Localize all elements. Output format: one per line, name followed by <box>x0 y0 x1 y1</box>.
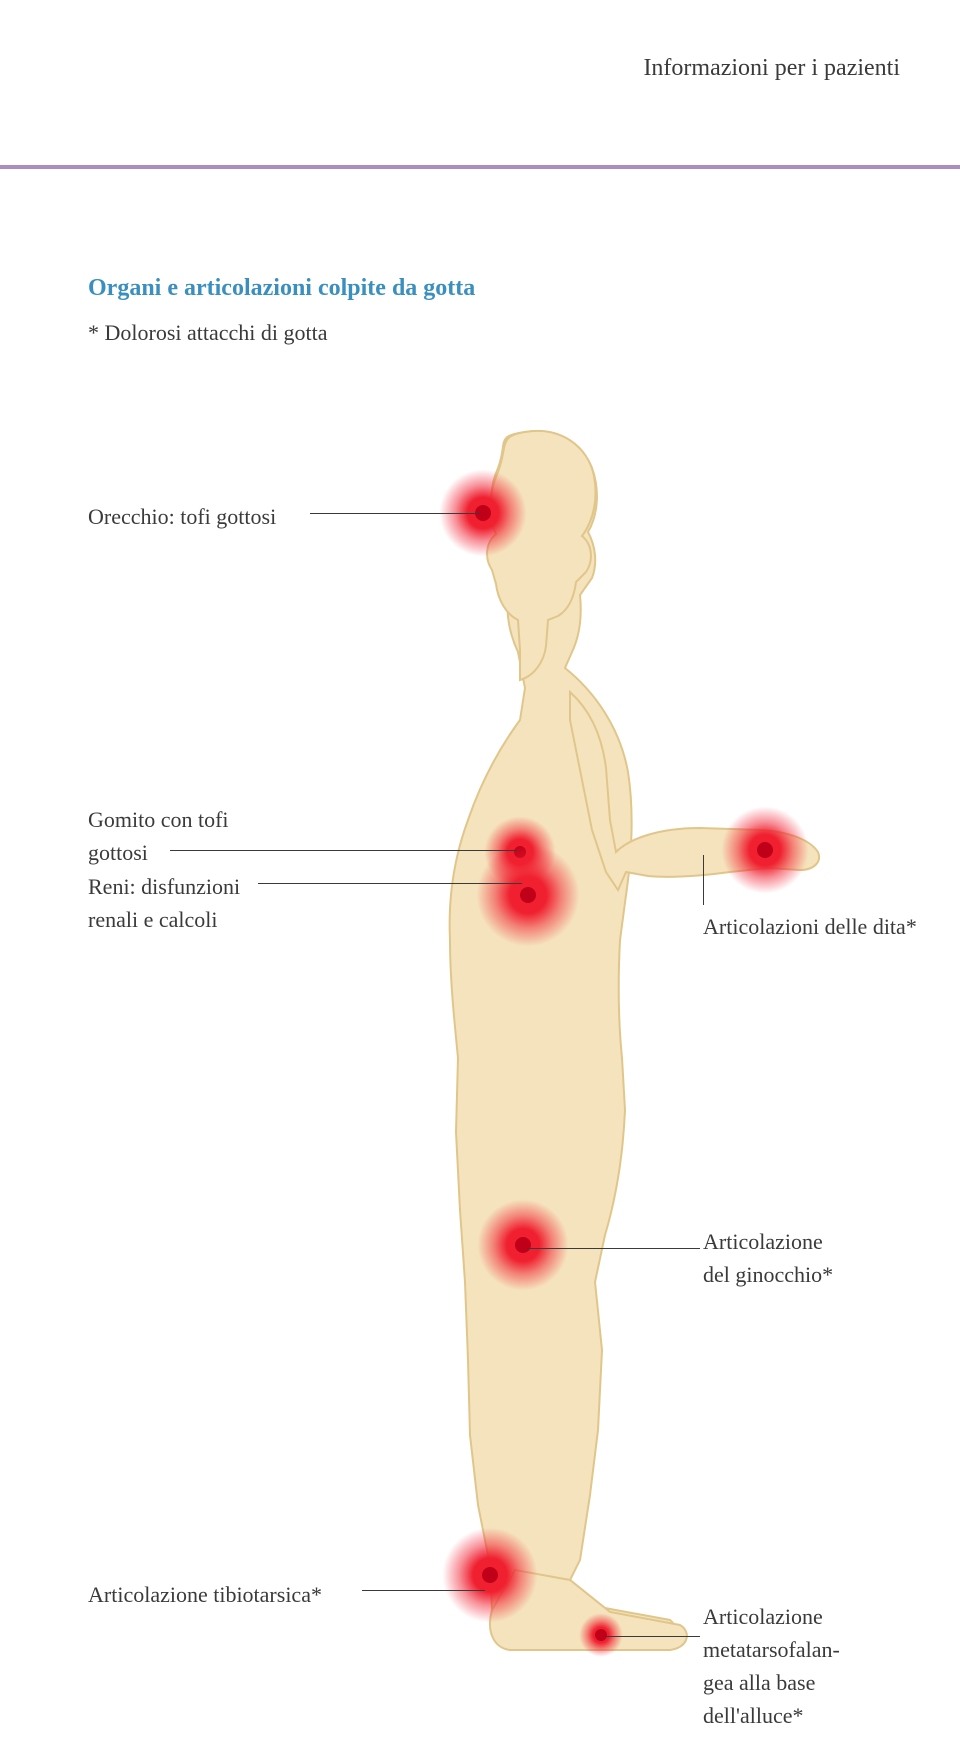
leader-knee <box>527 1248 700 1249</box>
page-container: Informazioni per i pazienti Organi e art… <box>0 0 960 1753</box>
label-kidney: Reni: disfunzioni renali e calcoli <box>88 870 240 936</box>
human-body-figure <box>370 420 890 1680</box>
diagram-subtitle: * Dolorosi attacchi di gotta <box>88 320 328 346</box>
leader-elbow <box>170 850 517 851</box>
label-knee: Articolazione del ginocchio* <box>703 1225 833 1291</box>
label-hand: Articolazioni delle dita* <box>703 910 917 943</box>
diagram-title: Organi e articolazioni colpite da gotta <box>88 275 475 302</box>
label-toe: Articolazione metatarsofalan- gea alla b… <box>703 1600 840 1732</box>
leader-ankle <box>362 1590 485 1591</box>
label-elbow: Gomito con tofi gottosi <box>88 803 229 869</box>
label-ear: Orecchio: tofi gottosi <box>88 500 276 533</box>
leader-toe <box>605 1636 700 1637</box>
header-divider <box>0 165 960 169</box>
leader-kidney <box>258 883 522 884</box>
header-text: Informazioni per i pazienti <box>643 55 900 82</box>
label-ankle: Articolazione tibiotarsica* <box>88 1578 322 1611</box>
leader-hand <box>703 855 704 905</box>
leader-ear <box>310 513 480 514</box>
